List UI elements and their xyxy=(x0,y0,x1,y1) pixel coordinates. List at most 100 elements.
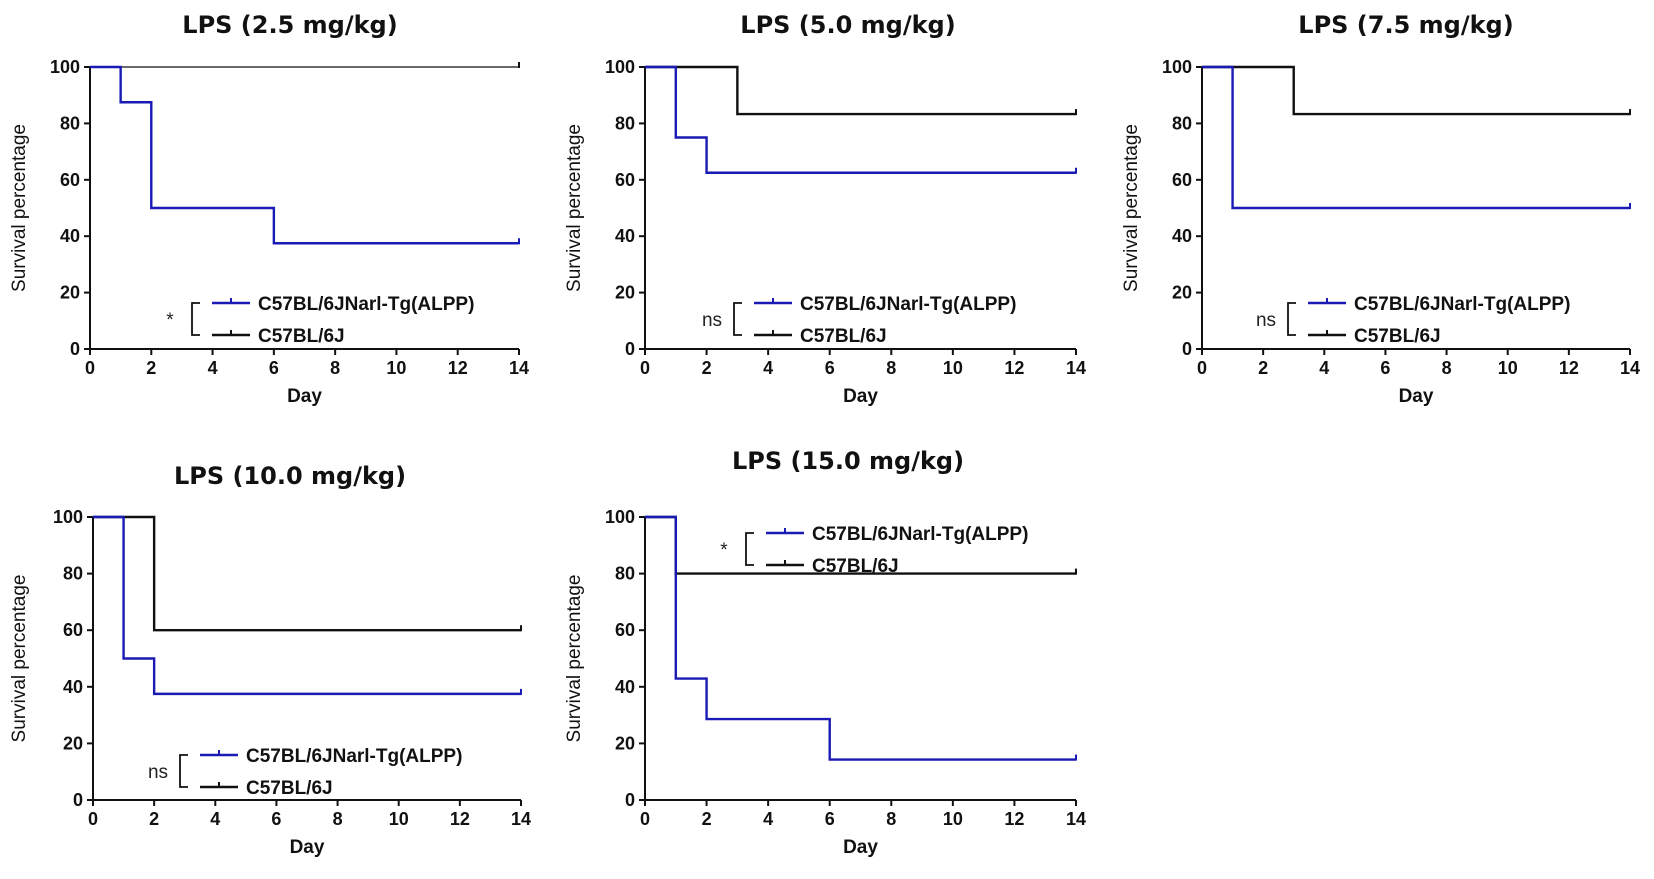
significance-bracket xyxy=(191,302,200,336)
legend-label: C57BL/6J xyxy=(246,778,333,799)
y-tick-label: 40 xyxy=(60,226,80,246)
series-line-c57bl6j xyxy=(645,65,1076,116)
y-tick-label: 40 xyxy=(1172,226,1192,246)
y-tick-label: 40 xyxy=(615,677,635,697)
legend-label: C57BL/6J xyxy=(258,326,345,347)
y-tick-label: 0 xyxy=(70,339,80,359)
y-tick-label: 80 xyxy=(615,564,635,584)
x-tick-label: 6 xyxy=(269,358,279,378)
legend-label: C57BL/6JNarl-Tg(ALPP) xyxy=(800,294,1016,315)
x-tick-label: 14 xyxy=(1066,809,1086,829)
chart-panel-3: LPS (7.5 mg/kg) 0 20 40 60 80 100 0 2 4 6 8 10 12 14 Da… xyxy=(1121,11,1640,407)
y-tick-label: 100 xyxy=(605,507,635,527)
x-tick-label: 8 xyxy=(333,809,343,829)
y-axis-title: Survival percentage xyxy=(9,124,30,292)
y-tick-label: 20 xyxy=(1172,283,1192,303)
chart-title: LPS (5.0 mg/kg) xyxy=(740,11,955,39)
significance-label: ns xyxy=(148,762,168,783)
y-tick-label: 100 xyxy=(605,57,635,77)
y-axis-title: Survival percentage xyxy=(9,575,30,743)
x-tick-label: 12 xyxy=(1559,358,1579,378)
x-tick-label: 14 xyxy=(1066,358,1086,378)
chart-title: LPS (7.5 mg/kg) xyxy=(1298,11,1513,39)
y-tick-label: 60 xyxy=(615,620,635,640)
legend-label: C57BL/6JNarl-Tg(ALPP) xyxy=(1354,294,1570,315)
y-tick-label: 100 xyxy=(50,57,80,77)
significance-label: ns xyxy=(1256,310,1276,331)
y-tick-label: 80 xyxy=(615,113,635,133)
chart-title: LPS (2.5 mg/kg) xyxy=(182,11,397,39)
y-tick-label: 20 xyxy=(615,283,635,303)
y-axis-title: Survival percentage xyxy=(564,124,585,292)
series-line-c57bl6j xyxy=(1202,65,1630,116)
y-tick-label: 40 xyxy=(63,677,83,697)
x-tick-label: 6 xyxy=(1380,358,1390,378)
x-tick-label: 2 xyxy=(702,358,712,378)
x-tick-label: 0 xyxy=(1197,358,1207,378)
x-tick-label: 10 xyxy=(943,809,963,829)
x-tick-label: 6 xyxy=(825,358,835,378)
x-tick-label: 6 xyxy=(271,809,281,829)
y-tick-label: 80 xyxy=(1172,113,1192,133)
significance-label: ns xyxy=(702,310,722,331)
legend-label: C57BL/6J xyxy=(1354,326,1441,347)
y-tick-label: 60 xyxy=(1172,170,1192,190)
y-axis-title: Survival percentage xyxy=(1121,124,1142,292)
x-tick-label: 10 xyxy=(943,358,963,378)
significance-bracket xyxy=(1287,302,1296,336)
y-tick-label: 100 xyxy=(1162,57,1192,77)
legend-label: C57BL/6J xyxy=(800,326,887,347)
x-tick-label: 0 xyxy=(88,809,98,829)
legend-label: C57BL/6JNarl-Tg(ALPP) xyxy=(258,294,474,315)
significance-bracket xyxy=(733,302,742,336)
y-tick-label: 20 xyxy=(615,733,635,753)
x-axis-title: Day xyxy=(843,837,878,858)
x-tick-label: 8 xyxy=(886,809,896,829)
chart-panel-5: LPS (15.0 mg/kg) 0 20 40 60 80 100 0 2 4 6 8 10 12 14 D… xyxy=(564,447,1086,858)
y-tick-label: 40 xyxy=(615,226,635,246)
x-tick-label: 0 xyxy=(640,358,650,378)
x-tick-label: 4 xyxy=(763,358,773,378)
chart-title: LPS (10.0 mg/kg) xyxy=(174,462,406,490)
series-line-alpp xyxy=(1202,65,1630,210)
legend-label: C57BL/6JNarl-Tg(ALPP) xyxy=(812,524,1028,545)
x-axis-title: Day xyxy=(290,837,325,858)
x-tick-label: 4 xyxy=(210,809,220,829)
y-tick-label: 0 xyxy=(625,790,635,810)
y-tick-label: 60 xyxy=(60,170,80,190)
x-tick-label: 12 xyxy=(450,809,470,829)
x-tick-label: 2 xyxy=(702,809,712,829)
x-tick-label: 14 xyxy=(1620,358,1640,378)
x-tick-label: 12 xyxy=(1004,809,1024,829)
x-tick-label: 8 xyxy=(330,358,340,378)
significance-label: * xyxy=(720,540,728,561)
chart-panel-2: LPS (5.0 mg/kg) 0 20 40 60 80 100 0 2 4 6 8 10 12 14 Da… xyxy=(564,11,1086,407)
y-tick-label: 20 xyxy=(63,733,83,753)
series-line-alpp xyxy=(645,65,1076,174)
legend-label: C57BL/6J xyxy=(812,556,899,577)
x-tick-label: 0 xyxy=(640,809,650,829)
x-tick-label: 2 xyxy=(146,358,156,378)
chart-title: LPS (15.0 mg/kg) xyxy=(732,447,964,475)
x-tick-label: 14 xyxy=(511,809,531,829)
y-axis-title: Survival percentage xyxy=(564,575,585,743)
y-tick-label: 80 xyxy=(63,564,83,584)
series-line-alpp xyxy=(645,515,1076,761)
y-tick-label: 60 xyxy=(615,170,635,190)
x-tick-label: 12 xyxy=(448,358,468,378)
chart-panel-4: LPS (10.0 mg/kg) 0 20 40 60 80 100 0 2 4 6 8 10 12 14 D… xyxy=(9,462,531,858)
significance-label: * xyxy=(166,310,174,331)
x-tick-label: 10 xyxy=(1498,358,1518,378)
x-tick-label: 12 xyxy=(1004,358,1024,378)
legend-label: C57BL/6JNarl-Tg(ALPP) xyxy=(246,746,462,767)
x-tick-label: 14 xyxy=(509,358,529,378)
y-tick-label: 80 xyxy=(60,113,80,133)
x-tick-label: 8 xyxy=(1442,358,1452,378)
x-tick-label: 4 xyxy=(763,809,773,829)
x-tick-label: 0 xyxy=(85,358,95,378)
x-axis-title: Day xyxy=(1399,386,1434,407)
series-line-alpp xyxy=(93,515,521,696)
x-axis-title: Day xyxy=(843,386,878,407)
significance-bracket xyxy=(745,532,754,566)
